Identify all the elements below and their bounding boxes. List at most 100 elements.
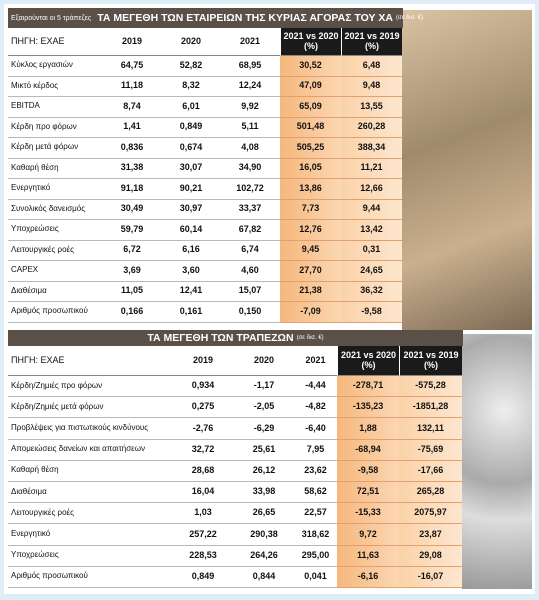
- cell-value: -2,76: [172, 418, 234, 440]
- cell-value: 505,25: [280, 138, 341, 159]
- cell-value: 23,87: [399, 524, 462, 546]
- cell-value: 30,97: [162, 200, 220, 220]
- column-header: 2021 vs 2020 (%): [280, 28, 341, 56]
- cell-value: 34,90: [220, 159, 280, 179]
- row-label: Διαθέσιμα: [8, 282, 102, 302]
- cell-value: 27,70: [280, 261, 341, 282]
- column-header: 2021: [220, 28, 280, 56]
- column-header: 2019: [102, 28, 162, 56]
- cell-value: 12,41: [162, 282, 220, 302]
- cell-value: 132,11: [399, 418, 462, 440]
- column-header: 2020: [162, 28, 220, 56]
- cell-value: 24,65: [341, 261, 402, 282]
- cell-value: 6,16: [162, 241, 220, 261]
- cell-value: 11,05: [102, 282, 162, 302]
- cell-value: 12,24: [220, 77, 280, 97]
- cell-value: 0,150: [220, 302, 280, 323]
- row-label: Κέρδη προ φόρων: [8, 118, 102, 138]
- column-header: 2019: [172, 346, 234, 376]
- cell-value: 1,03: [172, 503, 234, 525]
- cell-value: 33,37: [220, 200, 280, 220]
- unit: (σε δισ. €): [296, 335, 324, 341]
- cell-value: 28,68: [172, 461, 234, 482]
- row-label: Προβλέψεις για πιστωτικούς κινδύνους: [8, 418, 172, 440]
- cell-value: 13,42: [341, 220, 402, 241]
- cell-value: 4,08: [220, 138, 280, 159]
- cell-value: 21,38: [280, 281, 341, 302]
- cell-value: 6,48: [341, 56, 402, 77]
- unit: (σε δισ. €): [396, 15, 424, 21]
- cell-value: 16,05: [280, 158, 341, 179]
- cell-value: 290,38: [234, 524, 294, 546]
- cell-value: 47,09: [280, 76, 341, 97]
- row-label: Λειτουργικές ροές: [8, 241, 102, 261]
- row-label: Απομειώσεις δανείων και απαιτήσεων: [8, 440, 172, 461]
- column-header: 2021 vs 2019 (%): [341, 28, 402, 56]
- cell-value: 0,041: [294, 567, 337, 588]
- title-bar: ΤΑ ΜΕΓΕΘΗ ΤΩΝ ΤΡΑΠΕΖΩΝ (σε δισ. €): [8, 330, 463, 346]
- row-label: Καθαρή θέση: [8, 461, 172, 482]
- cell-value: 64,75: [102, 56, 162, 77]
- cell-value: 65,09: [280, 97, 341, 118]
- cell-value: -6,16: [337, 566, 399, 588]
- cell-value: 33,98: [234, 482, 294, 504]
- cell-value: -4,82: [294, 397, 337, 419]
- cell-value: 318,62: [294, 524, 337, 546]
- cell-value: -15,33: [337, 503, 399, 525]
- cell-value: 11,18: [102, 77, 162, 97]
- row-label: Κέρδη μετά φόρων: [8, 138, 102, 159]
- cell-value: 72,51: [337, 482, 399, 504]
- cell-value: 68,95: [220, 56, 280, 77]
- cell-value: -16,07: [399, 566, 462, 588]
- cell-value: -135,23: [337, 397, 399, 419]
- row-label: Υποχρεώσεις: [8, 220, 102, 241]
- cell-value: -17,66: [399, 460, 462, 482]
- cell-value: 8,32: [162, 77, 220, 97]
- cell-value: 26,12: [234, 461, 294, 482]
- cell-value: 265,28: [399, 482, 462, 504]
- cell-value: 295,00: [294, 546, 337, 567]
- cell-value: 1,88: [337, 418, 399, 440]
- cell-value: 67,82: [220, 220, 280, 241]
- cell-value: 257,22: [172, 524, 234, 546]
- table-title: ΤΑ ΜΕΓΕΘΗ ΤΩΝ ΕΤΑΙΡΕΙΩΝ ΤΗΣ ΚΥΡΙΑΣ ΑΓΟΡΑ…: [97, 12, 394, 24]
- cell-value: 91,18: [102, 179, 162, 200]
- cell-value: 260,28: [341, 117, 402, 138]
- cell-value: 30,52: [280, 56, 341, 77]
- cell-value: 9,92: [220, 97, 280, 118]
- cell-value: 30,07: [162, 159, 220, 179]
- row-label: Συνολικός δανεισμός: [8, 200, 102, 220]
- row-label: Λειτουργικές ροές: [8, 503, 172, 525]
- cell-value: -6,40: [294, 418, 337, 440]
- cell-value: 3,69: [102, 261, 162, 282]
- cell-value: 9,45: [280, 240, 341, 261]
- column-header: ΠΗΓΗ: ΕΧΑΕ: [8, 346, 172, 376]
- cell-value: 58,62: [294, 482, 337, 504]
- cell-value: 30,49: [102, 200, 162, 220]
- cell-value: 9,48: [341, 76, 402, 97]
- cell-value: 102,72: [220, 179, 280, 200]
- row-label: CAPEX: [8, 261, 102, 282]
- cell-value: 7,95: [294, 440, 337, 461]
- cell-value: 4,60: [220, 261, 280, 282]
- cell-value: 0,836: [102, 138, 162, 159]
- row-label: Αριθμός προσωπικού: [8, 302, 102, 323]
- cell-value: 0,275: [172, 397, 234, 419]
- cell-value: -4,44: [294, 376, 337, 398]
- panel: Εξαιρούνται οι 5 τράπεζες ΤΑ ΜΕΓΕΘΗ ΤΩΝ …: [4, 4, 535, 594]
- cell-value: -75,69: [399, 439, 462, 461]
- cell-value: -575,28: [399, 376, 462, 398]
- cell-value: 0,166: [102, 302, 162, 323]
- cell-value: -9,58: [341, 302, 402, 323]
- cell-value: 26,65: [234, 503, 294, 525]
- cell-value: 0,674: [162, 138, 220, 159]
- column-header: ΠΗΓΗ: ΕΧΑΕ: [8, 28, 102, 56]
- cell-value: 25,61: [234, 440, 294, 461]
- row-label: Υποχρεώσεις: [8, 546, 172, 567]
- cell-value: -68,94: [337, 439, 399, 461]
- cell-value: 0,849: [162, 118, 220, 138]
- cell-value: 5,11: [220, 118, 280, 138]
- row-label: Κέρδη/Ζημιές μετά φόρων: [8, 397, 172, 419]
- cell-value: -1851,28: [399, 397, 462, 419]
